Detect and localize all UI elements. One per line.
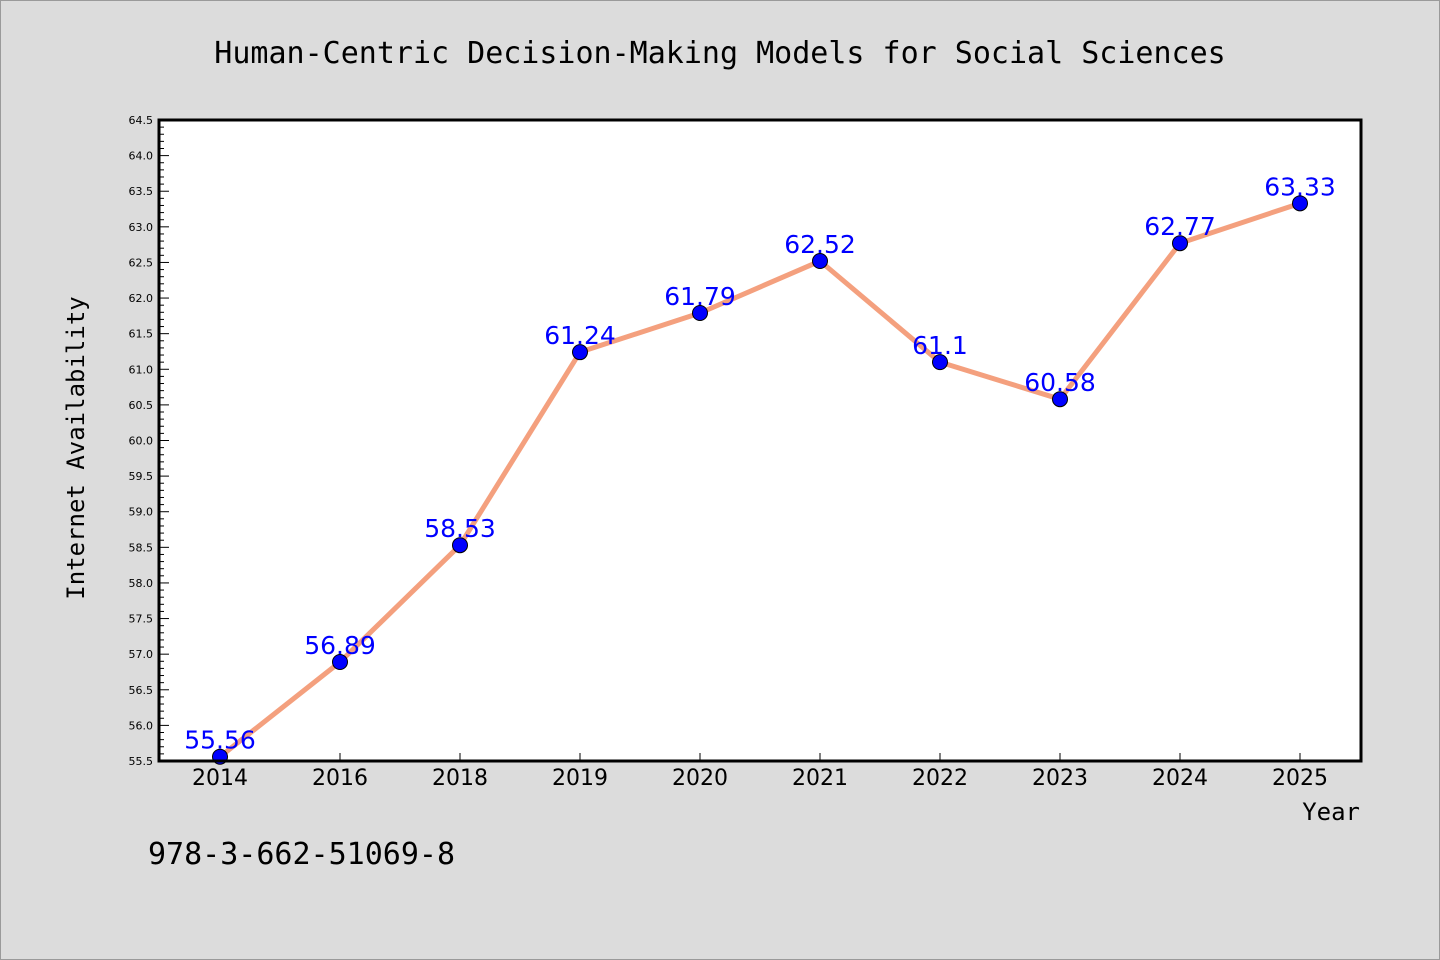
y-tick-label: 58.0	[129, 577, 154, 590]
x-tick-label: 2020	[672, 766, 728, 791]
y-tick-label: 56.5	[129, 684, 154, 697]
x-tick-label: 2022	[912, 766, 968, 791]
data-point	[1052, 391, 1068, 408]
y-tick-label: 57.5	[129, 613, 154, 626]
y-tick-label: 61.0	[129, 363, 154, 376]
x-tick-label: 2019	[552, 766, 608, 791]
data-point	[1172, 235, 1188, 252]
data-label: 63.33	[1264, 172, 1336, 201]
data-point	[1292, 195, 1308, 212]
x-axis-label: Year	[1302, 798, 1360, 826]
x-tick-label: 2016	[312, 766, 368, 791]
y-axis-label: Internet Availability	[62, 296, 90, 599]
data-label: 56.89	[304, 631, 376, 660]
y-tick-label: 62.0	[129, 292, 154, 305]
plot-border	[157, 118, 1363, 763]
data-labels: 55.56 56.89 58.53 61.24 61.79 62.52 61.1 60.58 6…	[184, 172, 1336, 754]
y-tick-label: 58.5	[129, 541, 154, 554]
y-tick-label: 62.5	[129, 256, 154, 269]
data-label: 61.24	[544, 321, 616, 350]
y-tick-label: 56.0	[129, 719, 154, 732]
data-label: 60.58	[1024, 368, 1096, 397]
y-tick-label: 63.5	[129, 185, 154, 198]
x-tick-label: 2018	[432, 766, 488, 791]
x-tick-label: 2021	[792, 766, 848, 791]
x-tick-label: 2025	[1272, 766, 1328, 791]
data-point	[452, 537, 468, 554]
data-label: 62.52	[784, 230, 856, 259]
y-tick-label: 61.5	[129, 328, 154, 341]
y-tick-label: 64.5	[129, 114, 154, 127]
x-tick-label: 2024	[1152, 766, 1208, 791]
data-point	[932, 354, 948, 371]
y-tick-label: 60.0	[129, 435, 154, 448]
data-point	[812, 253, 828, 270]
y-tick-label: 59.0	[129, 506, 154, 519]
chart-title: Human-Centric Decision-Making Models for…	[214, 36, 1225, 71]
y-tick-label: 60.5	[129, 399, 154, 412]
plot-area	[159, 120, 1361, 761]
y-tick-label: 64.0	[129, 150, 154, 163]
data-point	[332, 654, 348, 671]
y-tick-label: 57.0	[129, 648, 154, 661]
y-axis-ticks: 55.5 56.0 56.5 57.0 57.5 58.0 58.5 59.0 59.5 60.0…	[129, 114, 169, 768]
x-tick-label: 2014	[192, 766, 248, 791]
data-label: 58.53	[424, 514, 496, 543]
isbn-annotation: 978-3-662-51069-8	[148, 837, 455, 872]
x-tick-label: 2023	[1032, 766, 1088, 791]
series-line	[218, 200, 1301, 759]
y-tick-label: 63.0	[129, 221, 154, 234]
data-label: 55.56	[184, 726, 256, 755]
y-tick-label: 59.5	[129, 470, 154, 483]
x-axis-ticks: 2014 2016 2018 2019 2020 2021 2022 2023 2024 2025	[192, 753, 1328, 791]
data-label: 62.77	[1144, 212, 1216, 241]
data-label: 61.1	[912, 331, 968, 360]
y-tick-label: 55.5	[129, 755, 154, 768]
data-point	[572, 344, 588, 361]
data-point	[692, 305, 708, 322]
data-label: 61.79	[664, 282, 736, 311]
